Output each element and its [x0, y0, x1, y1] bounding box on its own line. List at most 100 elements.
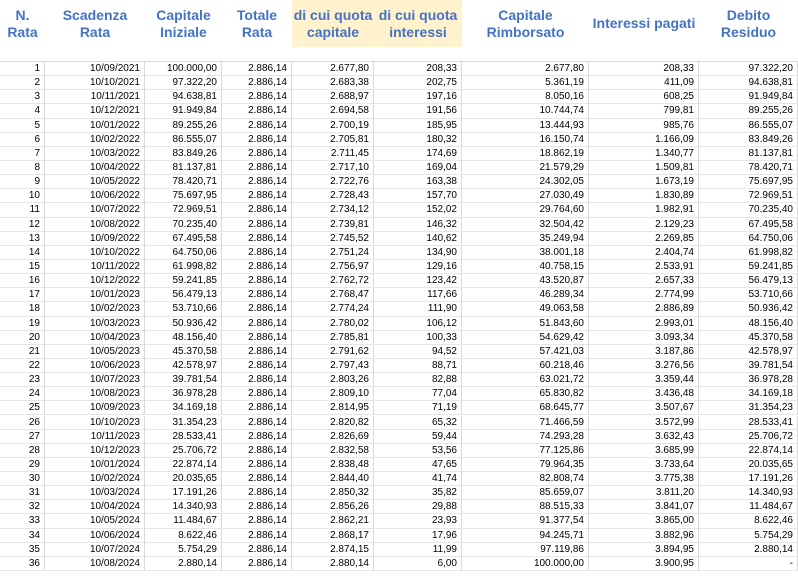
cell-capitale-iniziale[interactable]: 61.998,82	[145, 259, 222, 275]
cell-capitale-iniziale[interactable]: 5.754,29	[145, 542, 222, 557]
cell-debito-residuo[interactable]: 28.533,41	[699, 415, 798, 430]
cell-interessi-pagati[interactable]: 3.572,99	[589, 415, 699, 430]
cell-quota-capitale[interactable]: 2.700,19	[292, 118, 374, 133]
cell-interessi-pagati[interactable]: 1.166,09	[589, 132, 699, 147]
cell-interessi-pagati[interactable]: 3.811,20	[589, 486, 699, 501]
cell-capitale-rimborsato[interactable]: 88.515,33	[462, 500, 589, 515]
cell-n-rata[interactable]: 16	[0, 274, 45, 289]
cell-interessi-pagati[interactable]: 2.269,85	[589, 231, 699, 246]
cell-quota-capitale[interactable]: 2.820,82	[292, 415, 374, 430]
cell-capitale-rimborsato[interactable]: 85.659,07	[462, 486, 589, 501]
cell-n-rata[interactable]: 28	[0, 443, 45, 458]
cell-capitale-rimborsato[interactable]: 8.050,16	[462, 90, 589, 105]
cell-quota-capitale[interactable]: 2.683,38	[292, 76, 374, 91]
cell-quota-capitale[interactable]: 2.826,69	[292, 429, 374, 444]
cell-quota-interessi[interactable]: 111,90	[374, 302, 462, 317]
cell-interessi-pagati[interactable]: 2.774,99	[589, 288, 699, 303]
cell-scadenza[interactable]: 10/04/2024	[45, 500, 145, 515]
cell-scadenza[interactable]: 10/11/2023	[45, 429, 145, 444]
cell-capitale-iniziale[interactable]: 28.533,41	[145, 429, 222, 444]
cell-capitale-iniziale[interactable]: 89.255,26	[145, 118, 222, 133]
cell-debito-residuo[interactable]: 20.035,65	[699, 457, 798, 473]
cell-totale-rata[interactable]: 2.886,14	[222, 274, 292, 289]
cell-totale-rata[interactable]: 2.886,14	[222, 118, 292, 133]
cell-capitale-rimborsato[interactable]: 51.843,60	[462, 316, 589, 331]
cell-capitale-rimborsato[interactable]: 77.125,86	[462, 443, 589, 458]
cell-n-rata[interactable]: 1	[0, 62, 45, 77]
cell-n-rata[interactable]: 20	[0, 330, 45, 345]
cell-interessi-pagati[interactable]: 2.533,91	[589, 259, 699, 275]
cell-quota-interessi[interactable]: 29,88	[374, 500, 462, 515]
cell-interessi-pagati[interactable]: 208,33	[589, 62, 699, 77]
cell-quota-capitale[interactable]: 2.862,21	[292, 514, 374, 529]
cell-totale-rata[interactable]: 2.886,14	[222, 104, 292, 119]
cell-quota-interessi[interactable]: 185,95	[374, 118, 462, 133]
cell-quota-interessi[interactable]: 157,70	[374, 189, 462, 204]
cell-totale-rata[interactable]: 2.886,14	[222, 486, 292, 501]
cell-scadenza[interactable]: 10/01/2024	[45, 457, 145, 473]
cell-quota-capitale[interactable]: 2.768,47	[292, 288, 374, 303]
cell-capitale-rimborsato[interactable]: 35.249,94	[462, 231, 589, 246]
cell-quota-capitale[interactable]: 2.809,10	[292, 387, 374, 402]
cell-interessi-pagati[interactable]: 3.436,48	[589, 387, 699, 402]
cell-quota-interessi[interactable]: 152,02	[374, 203, 462, 218]
cell-n-rata[interactable]: 23	[0, 373, 45, 388]
cell-quota-interessi[interactable]: 65,32	[374, 415, 462, 430]
cell-n-rata[interactable]: 27	[0, 429, 45, 444]
cell-interessi-pagati[interactable]: 1.982,91	[589, 203, 699, 218]
cell-quota-interessi[interactable]: 82,88	[374, 373, 462, 388]
cell-scadenza[interactable]: 10/11/2022	[45, 259, 145, 275]
cell-n-rata[interactable]: 21	[0, 344, 45, 359]
cell-capitale-rimborsato[interactable]: 38.001,18	[462, 245, 589, 260]
cell-quota-interessi[interactable]: 180,32	[374, 132, 462, 147]
cell-n-rata[interactable]: 30	[0, 472, 45, 487]
cell-quota-capitale[interactable]: 2.814,95	[292, 401, 374, 416]
cell-scadenza[interactable]: 10/09/2021	[45, 62, 145, 77]
cell-capitale-rimborsato[interactable]: 91.377,54	[462, 514, 589, 529]
cell-capitale-rimborsato[interactable]: 94.245,71	[462, 528, 589, 543]
cell-capitale-rimborsato[interactable]: 57.421,03	[462, 344, 589, 359]
cell-scadenza[interactable]: 10/10/2023	[45, 415, 145, 430]
cell-n-rata[interactable]: 34	[0, 528, 45, 543]
cell-capitale-iniziale[interactable]: 45.370,58	[145, 344, 222, 359]
cell-interessi-pagati[interactable]: 2.886,89	[589, 302, 699, 317]
cell-interessi-pagati[interactable]: 3.276,56	[589, 358, 699, 374]
cell-quota-capitale[interactable]: 2.694,58	[292, 104, 374, 119]
cell-debito-residuo[interactable]: 36.978,28	[699, 373, 798, 388]
cell-debito-residuo[interactable]: 42.578,97	[699, 344, 798, 359]
cell-scadenza[interactable]: 10/08/2022	[45, 217, 145, 232]
cell-totale-rata[interactable]: 2.886,14	[222, 245, 292, 260]
cell-totale-rata[interactable]: 2.886,14	[222, 472, 292, 487]
cell-capitale-iniziale[interactable]: 72.969,51	[145, 203, 222, 218]
cell-capitale-rimborsato[interactable]: 16.150,74	[462, 132, 589, 147]
cell-debito-residuo[interactable]: 39.781,54	[699, 358, 798, 374]
cell-quota-interessi[interactable]: 47,65	[374, 457, 462, 473]
cell-debito-residuo[interactable]: 14.340,93	[699, 486, 798, 501]
cell-capitale-rimborsato[interactable]: 63.021,72	[462, 373, 589, 388]
cell-scadenza[interactable]: 10/11/2021	[45, 90, 145, 105]
cell-capitale-iniziale[interactable]: 31.354,23	[145, 415, 222, 430]
cell-scadenza[interactable]: 10/02/2024	[45, 472, 145, 487]
cell-capitale-iniziale[interactable]: 14.340,93	[145, 500, 222, 515]
cell-n-rata[interactable]: 24	[0, 387, 45, 402]
cell-quota-capitale[interactable]: 2.780,02	[292, 316, 374, 331]
cell-scadenza[interactable]: 10/07/2022	[45, 203, 145, 218]
cell-quota-interessi[interactable]: 117,66	[374, 288, 462, 303]
cell-n-rata[interactable]: 4	[0, 104, 45, 119]
cell-quota-capitale[interactable]: 2.677,80	[292, 62, 374, 77]
cell-capitale-rimborsato[interactable]: 5.361,19	[462, 76, 589, 91]
cell-scadenza[interactable]: 10/05/2023	[45, 344, 145, 359]
cell-capitale-rimborsato[interactable]: 97.119,86	[462, 542, 589, 557]
cell-scadenza[interactable]: 10/09/2022	[45, 231, 145, 246]
cell-capitale-iniziale[interactable]: 2.880,14	[145, 556, 222, 572]
cell-n-rata[interactable]: 13	[0, 231, 45, 246]
cell-totale-rata[interactable]: 2.886,14	[222, 330, 292, 345]
cell-debito-residuo[interactable]: 83.849,26	[699, 132, 798, 147]
cell-n-rata[interactable]: 14	[0, 245, 45, 260]
cell-n-rata[interactable]: 22	[0, 358, 45, 374]
cell-scadenza[interactable]: 10/05/2022	[45, 175, 145, 190]
cell-capitale-rimborsato[interactable]: 27.030,49	[462, 189, 589, 204]
cell-scadenza[interactable]: 10/02/2022	[45, 132, 145, 147]
cell-quota-capitale[interactable]: 2.728,43	[292, 189, 374, 204]
cell-capitale-rimborsato[interactable]: 40.758,15	[462, 259, 589, 275]
